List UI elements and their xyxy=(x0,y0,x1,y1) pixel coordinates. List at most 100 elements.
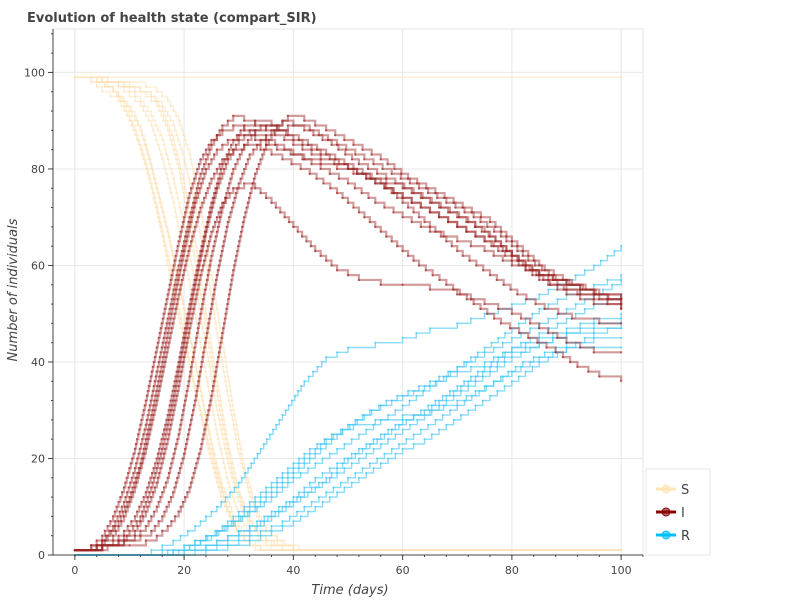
data-point-s xyxy=(250,491,252,494)
data-point-r xyxy=(483,351,486,354)
data-point-s xyxy=(186,351,189,354)
data-point-i xyxy=(211,249,214,253)
data-point-s xyxy=(169,168,172,170)
data-point-r xyxy=(529,336,532,339)
data-point-r xyxy=(565,278,568,281)
series-i xyxy=(73,119,623,552)
data-point-i xyxy=(185,317,188,320)
data-point-s xyxy=(128,90,131,93)
data-point-i xyxy=(524,269,527,272)
data-point-s xyxy=(172,139,175,141)
data-point-i xyxy=(235,134,239,137)
data-point-i xyxy=(135,520,138,523)
data-point-i xyxy=(90,544,93,547)
data-point-r xyxy=(379,433,382,436)
data-point-s xyxy=(151,168,153,170)
data-point-i xyxy=(193,196,196,199)
data-point-s xyxy=(143,105,145,108)
data-point-i xyxy=(217,177,220,180)
data-point-i xyxy=(113,510,117,513)
data-point-i xyxy=(587,370,590,373)
data-point-s xyxy=(161,211,164,214)
data-point-i xyxy=(292,153,295,156)
data-point-s xyxy=(201,423,204,426)
data-point-s xyxy=(199,293,202,296)
data-point-s xyxy=(183,196,186,199)
data-point-s xyxy=(131,114,134,117)
data-point-s xyxy=(147,153,150,156)
data-point-i xyxy=(164,327,167,330)
data-point-i xyxy=(73,549,76,552)
data-point-i xyxy=(224,163,228,166)
data-point-s xyxy=(203,303,206,305)
data-point-s xyxy=(161,139,164,141)
data-point-i xyxy=(144,423,147,426)
data-point-i xyxy=(219,254,222,257)
data-point-i xyxy=(204,283,208,286)
data-point-s xyxy=(234,505,237,508)
data-point-s xyxy=(193,254,196,257)
data-point-i xyxy=(146,486,149,489)
data-point-i xyxy=(206,153,209,156)
data-point-s xyxy=(236,433,239,436)
data-point-i xyxy=(190,317,193,320)
data-point-r xyxy=(606,278,609,281)
data-point-s xyxy=(159,221,161,223)
data-point-i xyxy=(133,529,137,532)
data-point-i xyxy=(292,124,295,127)
data-point-i xyxy=(198,375,201,378)
data-point-r xyxy=(481,370,484,373)
data-point-i xyxy=(199,447,202,450)
data-point-s xyxy=(205,351,208,354)
data-point-i xyxy=(454,206,457,209)
data-point-r xyxy=(348,423,351,426)
data-point-i xyxy=(283,138,286,142)
data-point-i xyxy=(159,452,162,455)
data-point-s xyxy=(229,390,232,392)
data-point-i xyxy=(392,191,395,195)
data-point-i xyxy=(203,293,206,296)
data-point-i xyxy=(499,322,503,325)
data-point-i xyxy=(154,394,157,397)
data-point-i xyxy=(592,293,595,296)
data-point-r xyxy=(394,423,397,426)
data-point-i xyxy=(428,201,432,204)
data-point-r xyxy=(408,399,411,402)
data-point-r xyxy=(297,491,300,494)
data-point-i xyxy=(155,467,158,470)
data-point-i xyxy=(325,153,328,156)
data-point-i xyxy=(156,385,159,388)
data-point-i xyxy=(592,298,595,301)
data-point-i xyxy=(456,216,459,219)
data-point-i xyxy=(186,491,189,494)
data-point-i xyxy=(130,520,133,523)
data-point-s xyxy=(223,375,226,378)
data-point-i xyxy=(204,167,208,171)
data-point-i xyxy=(127,471,130,475)
data-point-s xyxy=(218,443,220,445)
data-point-i xyxy=(124,505,127,508)
data-point-i xyxy=(196,167,199,171)
data-point-i xyxy=(190,206,194,209)
data-point-i xyxy=(309,245,312,248)
data-point-i xyxy=(128,500,131,504)
data-point-i xyxy=(182,346,185,349)
data-point-s xyxy=(210,404,213,407)
data-point-r xyxy=(448,409,451,412)
data-point-i xyxy=(215,167,218,171)
data-point-i xyxy=(208,211,211,214)
data-point-i xyxy=(570,317,574,320)
data-point-s xyxy=(190,346,193,349)
data-point-s xyxy=(209,356,212,359)
data-point-s xyxy=(201,399,204,402)
data-point-s xyxy=(226,447,229,450)
data-point-s xyxy=(185,192,187,194)
data-point-i xyxy=(148,491,151,494)
data-point-i xyxy=(357,211,361,214)
data-point-i xyxy=(155,534,158,537)
data-point-i xyxy=(142,457,145,460)
data-point-i xyxy=(439,206,442,209)
data-point-s xyxy=(184,187,186,190)
data-point-s xyxy=(178,172,181,175)
data-point-i xyxy=(379,182,382,185)
